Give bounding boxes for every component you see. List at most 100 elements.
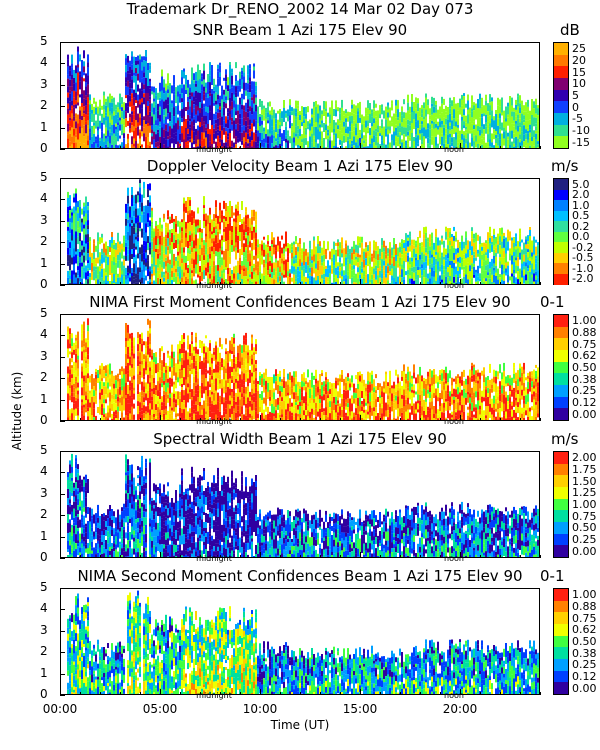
heatmap-cell [465, 103, 467, 108]
heatmap-cell [165, 280, 167, 284]
heatmap-cell [471, 255, 473, 264]
heatmap-cell [421, 121, 423, 125]
heatmap-cell [439, 245, 441, 251]
heatmap-cell [347, 275, 349, 280]
heatmap-cell [187, 248, 189, 253]
heatmap-cell [193, 101, 195, 105]
heatmap-cell [431, 120, 433, 124]
heatmap-cell [123, 235, 125, 242]
heatmap-cell [379, 114, 381, 119]
heatmap-cell [325, 254, 327, 259]
heatmap-cell [205, 88, 207, 93]
heatmap-cell [139, 261, 141, 268]
heatmap-cell [203, 124, 205, 133]
heatmap-cell [283, 274, 285, 278]
heatmap-cell [455, 126, 457, 133]
heatmap-cell [471, 130, 473, 134]
heatmap-cell [537, 115, 539, 122]
heatmap-cell [99, 107, 101, 116]
heatmap-cell [229, 133, 231, 141]
heatmap-cell [109, 93, 111, 103]
heatmap-cell [313, 101, 315, 107]
heatmap-cell [73, 418, 75, 420]
heatmap-cell [407, 261, 409, 270]
heatmap-cell [223, 107, 225, 116]
heatmap-cell [161, 410, 163, 418]
heatmap-cell [83, 349, 85, 353]
heatmap-cell [403, 99, 405, 105]
heatmap-cell [303, 116, 305, 121]
heatmap-cell [437, 237, 439, 246]
heatmap-cell [331, 103, 333, 110]
heatmap-cell [167, 210, 169, 217]
heatmap-cell [141, 381, 143, 391]
heatmap-cell [449, 97, 451, 104]
heatmap-cell [451, 120, 453, 130]
heatmap-cell [335, 142, 337, 147]
heatmap-cell [105, 263, 107, 273]
heatmap-cell [435, 104, 437, 108]
x-tick-mark [540, 282, 541, 285]
heatmap-cell [147, 70, 149, 76]
heatmap-cell [191, 241, 193, 248]
heatmap-cell [269, 133, 271, 137]
heatmap-cell [189, 121, 191, 125]
heatmap-cell [261, 132, 263, 140]
heatmap-cell [481, 265, 483, 274]
heatmap-cell [227, 112, 229, 117]
heatmap-cell [431, 114, 433, 121]
heatmap-cell [367, 126, 369, 131]
heatmap-cell [213, 90, 215, 94]
heatmap-cell [441, 238, 443, 242]
heatmap-cell [165, 391, 167, 398]
heatmap-cell [331, 248, 333, 258]
heatmap-cell [75, 202, 77, 211]
heatmap-cell [199, 122, 201, 127]
heatmap-cell [225, 211, 227, 217]
heatmap-cell [285, 135, 287, 139]
heatmap-cell [197, 115, 199, 122]
colorbar-tick-label: 2.0 [572, 188, 590, 202]
heatmap-cell [517, 257, 519, 267]
heatmap-cell [493, 282, 495, 284]
heatmap-cell [257, 114, 259, 124]
heatmap-cell [457, 267, 459, 271]
heatmap-cell [115, 249, 117, 258]
heatmap-cell [105, 105, 107, 113]
heatmap-cell [499, 277, 501, 284]
heatmap-cell [265, 133, 267, 143]
heatmap-cell [175, 132, 177, 136]
heatmap-cell [225, 267, 227, 270]
heatmap-cell [225, 249, 227, 254]
heatmap-cell [311, 114, 313, 118]
heatmap-cell [251, 140, 253, 147]
heatmap-cell [441, 96, 443, 104]
heatmap-cell [237, 138, 239, 143]
heatmap-cell [209, 222, 211, 232]
heatmap-cell [517, 118, 519, 126]
heatmap-cell [139, 279, 141, 283]
heatmap-cell [163, 274, 165, 278]
heatmap-cell [209, 82, 211, 91]
heatmap-cell [197, 266, 199, 275]
heatmap-cell [79, 210, 81, 218]
heatmap-cell [99, 252, 101, 260]
heatmap-cell [535, 239, 537, 243]
heatmap-cell [523, 242, 525, 251]
heatmap-cell [151, 409, 153, 415]
heatmap-cell [127, 203, 129, 207]
heatmap-cell [173, 125, 175, 134]
heatmap-cell [353, 254, 355, 261]
heatmap-cell [165, 260, 167, 267]
heatmap-svg [67, 179, 539, 284]
heatmap-cell [315, 130, 317, 136]
heatmap-cell [399, 246, 401, 253]
heatmap-cell [197, 106, 199, 111]
heatmap-cell [353, 241, 355, 250]
heatmap-cell [245, 267, 247, 277]
heatmap-cell [473, 251, 475, 255]
heatmap-cell [279, 122, 281, 125]
heatmap-cell [201, 242, 203, 248]
heatmap-cell [173, 242, 175, 249]
heatmap-cell [345, 133, 347, 143]
